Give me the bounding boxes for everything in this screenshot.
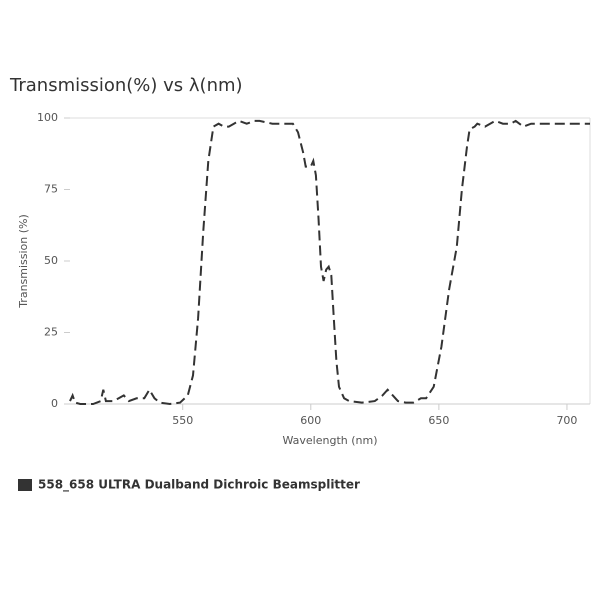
legend-label: 558_658 ULTRA Dualband Dichroic Beamspli…: [38, 478, 360, 493]
x-tick-label: 650: [428, 414, 449, 427]
y-tick-label: 100: [37, 111, 58, 124]
chart-title: Transmission(%) vs λ(nm): [9, 75, 243, 96]
y-tick-label: 0: [51, 397, 58, 410]
x-tick-label: 600: [300, 414, 321, 427]
x-tick-label: 550: [172, 414, 193, 427]
y-tick-label: 25: [44, 326, 58, 339]
data-line: [69, 119, 590, 406]
y-tick-label: 50: [44, 254, 58, 267]
y-axis-label: Transmission (%): [17, 214, 30, 309]
x-axis-label: Wavelength (nm): [282, 434, 377, 447]
y-tick-label: 75: [44, 183, 58, 196]
x-tick-label: 700: [556, 414, 577, 427]
legend-swatch: [18, 479, 32, 491]
